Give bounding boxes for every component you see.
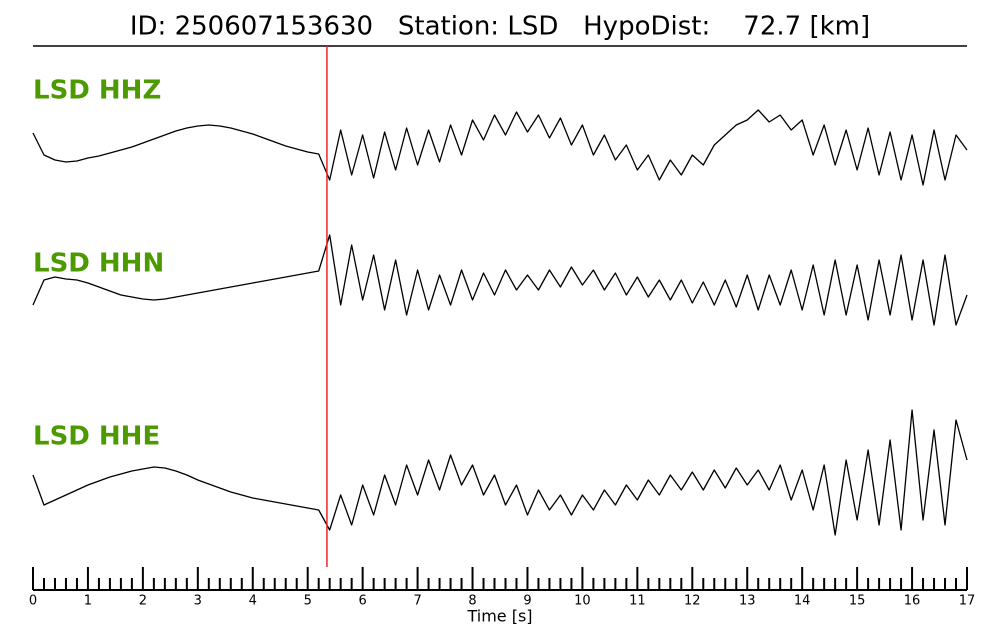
chart-title: ID: 250607153630 Station: LSD HypoDist: … <box>130 12 870 42</box>
x-tick-label: 15 <box>849 594 866 609</box>
x-tick-label: 7 <box>413 594 421 609</box>
x-tick-label: 3 <box>194 594 202 609</box>
trace <box>32 234 968 326</box>
x-axis-label: Time [s] <box>466 607 532 626</box>
trace <box>32 109 968 186</box>
x-tick-label: 4 <box>249 594 257 609</box>
trace <box>32 409 968 536</box>
trace-label: LSD HHN <box>33 249 164 279</box>
x-tick-label: 5 <box>304 594 312 609</box>
x-tick-label: 9 <box>523 594 531 609</box>
trace-label: LSD HHE <box>33 422 160 452</box>
x-tick-label: 11 <box>629 594 646 609</box>
x-tick-label: 10 <box>574 594 591 609</box>
x-tick-label: 13 <box>739 594 756 609</box>
x-tick-label: 0 <box>29 594 37 609</box>
trace-label: LSD HHZ <box>33 76 161 106</box>
x-tick-label: 2 <box>139 594 147 609</box>
x-tick-label: 12 <box>684 594 701 609</box>
x-tick-label: 8 <box>468 594 476 609</box>
x-tick-label: 17 <box>959 594 976 609</box>
x-tick-label: 16 <box>904 594 921 609</box>
x-tick-label: 14 <box>794 594 811 609</box>
x-tick-label: 6 <box>359 594 367 609</box>
x-tick-label: 1 <box>84 594 92 609</box>
